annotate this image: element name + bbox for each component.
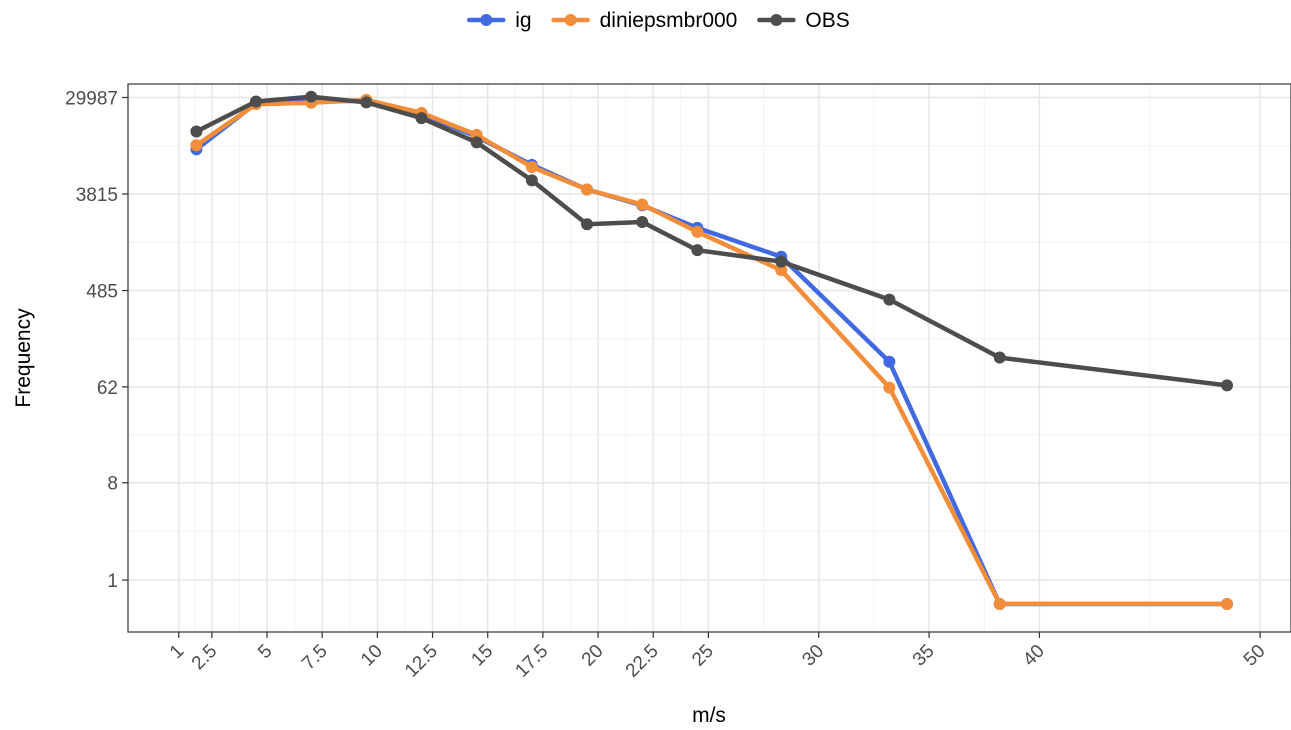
y-axis: 1 8 62 485 3815 29987 [65,88,128,592]
series-line [194,94,1230,388]
legend-key-point [480,14,493,26]
data-point [883,381,896,394]
data-point [360,96,373,109]
legend-item-OBS: OBS [757,9,850,32]
series-ig [190,94,1234,611]
data-point [249,95,262,108]
x-tick-label: 7.5 [298,641,332,675]
x-tick-label: 12.5 [401,641,442,682]
data-point [581,183,594,196]
data-point [190,139,203,152]
data-point [691,225,704,238]
x-tick-label: 17.5 [511,641,552,682]
y-tick-label: 8 [107,474,118,495]
legend-label: ig [515,9,531,32]
x-tick-label: 50 [1240,641,1270,671]
data-point [636,198,649,211]
legend-item-ig: ig [467,9,532,32]
x-tick-label: 35 [909,641,939,671]
x-tick-label: 30 [798,641,828,671]
data-point [775,255,788,268]
x-tick-label: 22.5 [622,641,663,682]
plot-border [127,83,1291,633]
x-tick-label: 10 [357,641,387,671]
grid [128,84,1291,632]
legend-item-diniepsmbr000: diniepsmbr000 [551,9,738,32]
x-tick-label: 5 [254,641,276,663]
data-point [415,112,428,125]
data-point [636,215,649,228]
legend-label: OBS [805,9,849,32]
y-axis-title: Frequency [12,308,35,408]
data-point [1221,598,1234,611]
data-point [775,264,788,277]
data-point [525,160,538,173]
data-point [993,351,1006,364]
data-point [305,90,318,103]
legend-label: diniepsmbr000 [600,9,738,32]
data-point [883,355,896,368]
data-point [883,293,896,306]
series-line [194,98,1230,607]
series-layer [190,90,1234,611]
x-axis-title: m/s [692,704,726,727]
data-point [190,125,203,138]
y-tick-label: 62 [97,378,118,399]
y-tick-label: 485 [86,282,118,303]
x-tick-label: 15 [467,641,497,671]
legend-key-point [770,14,783,26]
series-OBS [190,90,1234,392]
y-tick-label: 3815 [76,185,118,206]
legend: ig diniepsmbr000 OBS [467,9,850,32]
x-tick-label: 25 [688,641,718,671]
data-point [993,598,1006,611]
x-tick-label: 40 [1019,641,1049,671]
data-point [1221,379,1234,392]
y-tick-label: 29987 [65,88,118,109]
legend-key-point [564,14,577,26]
data-point [581,218,594,231]
x-axis: 1 2.5 5 7.5 10 12.5 15 17.5 20 22.5 25 30 35 40 50 [166,632,1270,682]
y-tick-label: 1 [107,571,118,592]
x-tick-label: 2.5 [188,641,222,675]
series-diniepsmbr000 [190,93,1234,611]
data-point [470,136,483,149]
data-point [691,244,704,257]
x-tick-label: 1 [166,641,188,663]
x-tick-label: 20 [578,641,608,671]
series-line [194,97,1230,607]
data-point [525,174,538,187]
